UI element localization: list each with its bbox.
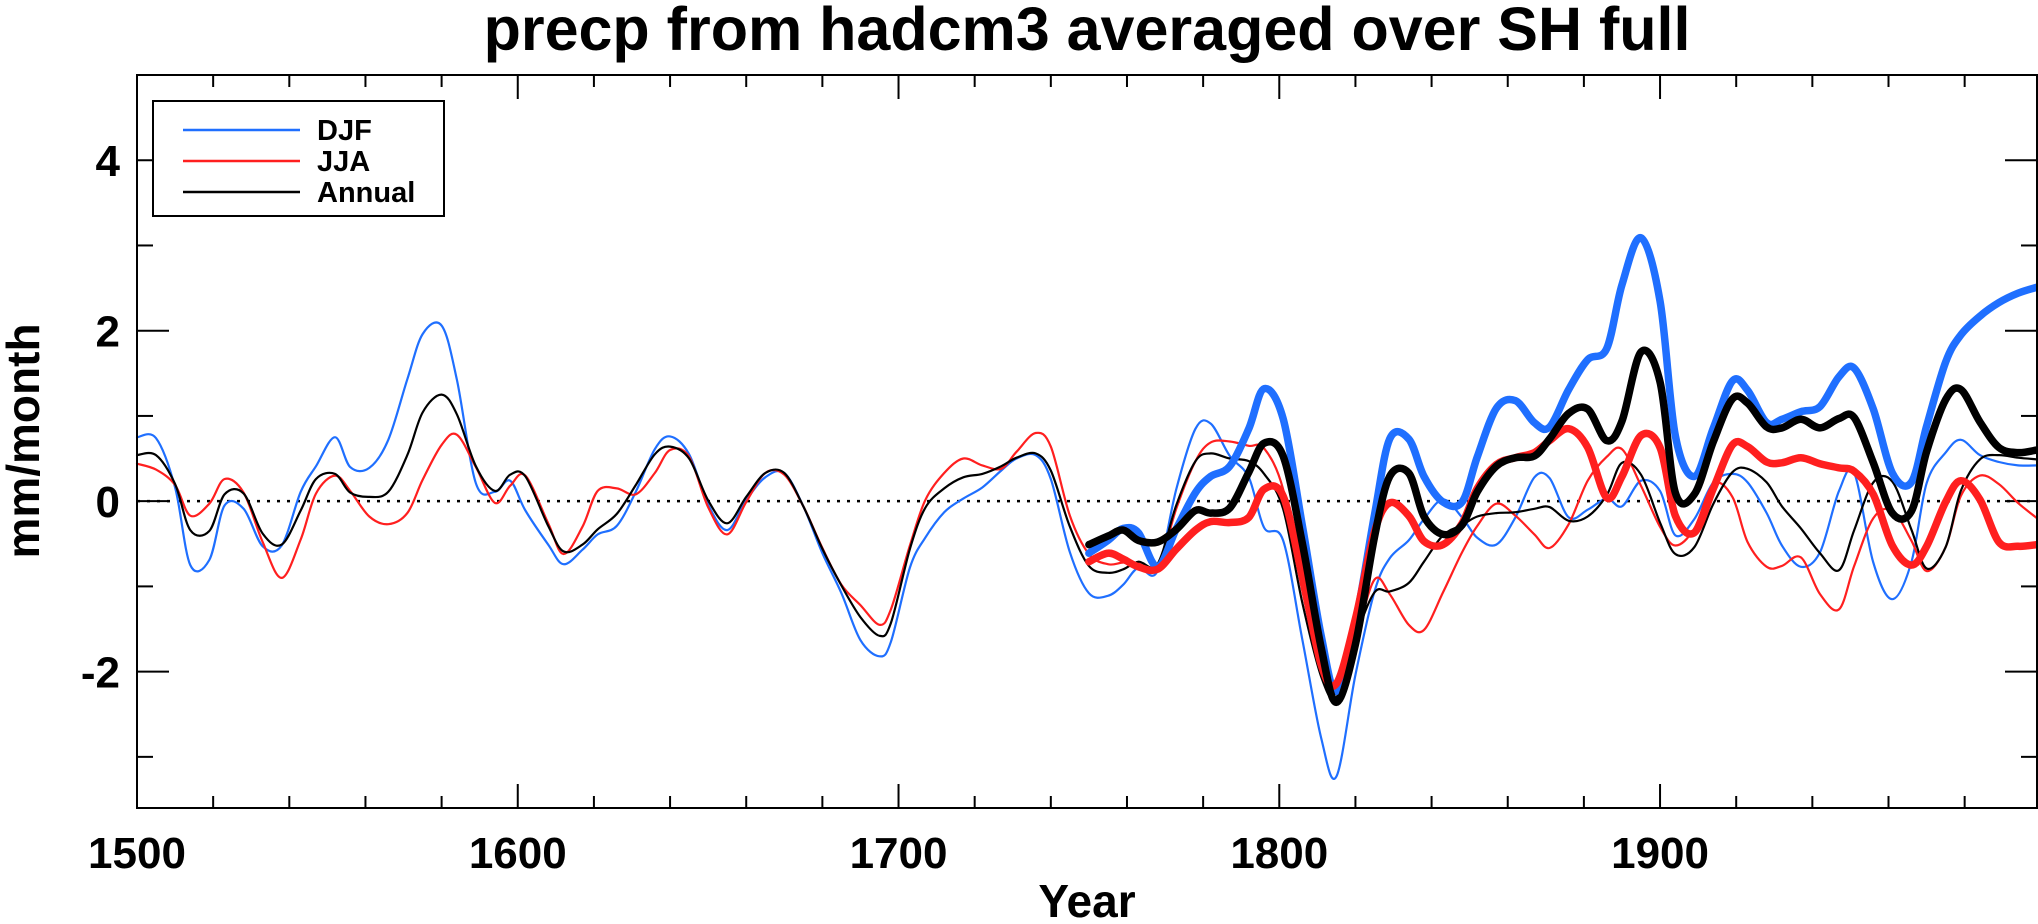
y-tick-label: 0 [96, 478, 120, 527]
plot-area [135, 234, 2038, 780]
x-tick-labels: 1500 1600 1700 1800 1900 [88, 829, 1709, 878]
x-tick-label: 1600 [469, 829, 567, 878]
x-tick-label: 1800 [1230, 829, 1328, 878]
legend-box [152, 100, 445, 217]
y-tick-label: 4 [96, 137, 121, 186]
legend-label-djf: DJF [317, 115, 372, 147]
legend-label-jja: JJA [317, 146, 370, 178]
y-axis-label: mm/month [0, 323, 49, 558]
series-line-djf-thick [1085, 234, 2038, 695]
y-tick-label: -2 [81, 649, 120, 698]
y-tick-label: 2 [96, 308, 120, 357]
x-tick-label: 1500 [88, 829, 186, 878]
x-tick-label: 1900 [1611, 829, 1709, 878]
axis-ticks [136, 74, 2037, 808]
x-tick-label: 1700 [850, 829, 948, 878]
legend-label-annual: Annual [317, 177, 415, 209]
series-line-annual-thin [135, 393, 2038, 701]
series-line-annual-thick [1085, 346, 2038, 707]
plot-frame [136, 74, 2038, 809]
y-tick-labels: -2 0 2 4 [81, 137, 121, 697]
chart-title: precp from hadcm3 averaged over SH full [484, 0, 1691, 63]
x-axis-label: Year [1038, 875, 1135, 924]
